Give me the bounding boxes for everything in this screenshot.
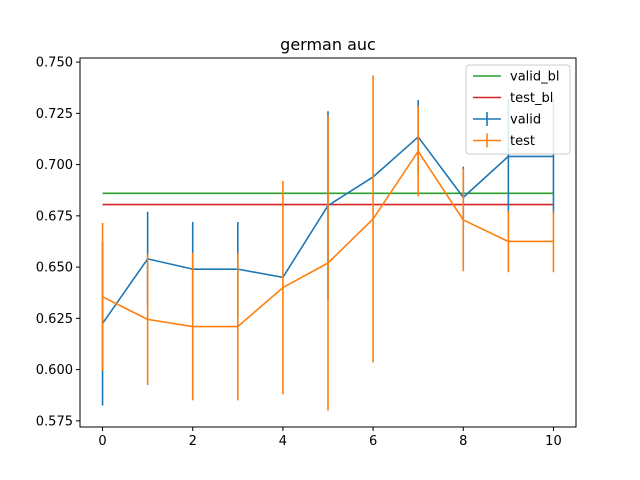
x-tick-label: 2: [189, 434, 197, 449]
x-tick-label: 10: [545, 434, 562, 449]
chart-title: german auc: [280, 35, 376, 54]
y-tick-label: 0.675: [36, 209, 73, 224]
x-tick-label: 8: [459, 434, 467, 449]
plot-area: 0 2 4 6 8 10 0.575 0.600 0.625 0.650 0.675 0.700 0.7…: [36, 56, 577, 449]
y-tick-label: 0.750: [36, 56, 73, 71]
plot-frame: [79, 57, 577, 428]
legend-box: [465, 64, 571, 155]
legend-label-valid-bl: valid_bl: [510, 70, 560, 85]
y-tick-label: 0.575: [36, 414, 73, 429]
y-tick-label: 0.625: [36, 312, 73, 327]
x-tick-label: 4: [279, 434, 287, 449]
y-tick-label: 0.600: [36, 363, 73, 378]
legend-label-test: test: [510, 134, 535, 149]
y-tick-label: 0.700: [36, 158, 73, 173]
y-tick-label: 0.725: [36, 107, 73, 122]
series-line-test: [102, 150, 554, 328]
legend-label-valid: valid: [510, 113, 541, 128]
y-tick-label: 0.650: [36, 261, 73, 276]
legend-label-test-bl: test_bl: [510, 91, 553, 106]
x-tick-label: 0: [98, 434, 106, 449]
x-tick-label: 6: [369, 434, 377, 449]
